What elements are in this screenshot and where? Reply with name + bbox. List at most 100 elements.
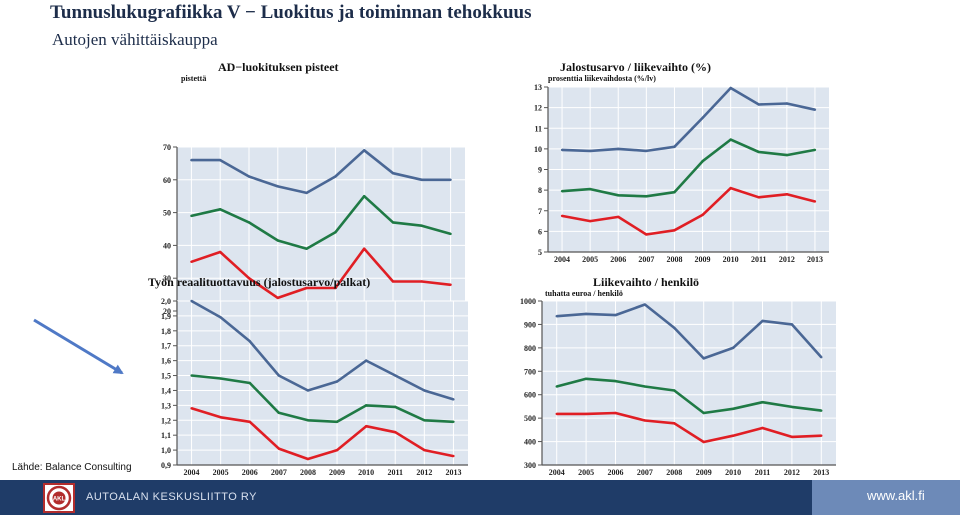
data-point-blue bbox=[247, 175, 251, 178]
data-point-green bbox=[334, 231, 337, 234]
data-point-green bbox=[335, 420, 339, 423]
data-point-blue bbox=[219, 316, 222, 319]
chart-value-added-ratio: Jalostusarvo / liikevaihto (%) prosentti… bbox=[510, 60, 840, 265]
data-point-green bbox=[420, 224, 423, 227]
data-point-red bbox=[305, 286, 308, 290]
data-point-blue bbox=[334, 175, 337, 178]
data-point-green bbox=[560, 189, 564, 193]
data-point-red bbox=[673, 229, 676, 232]
data-point-blue bbox=[645, 149, 648, 153]
data-point-blue bbox=[673, 326, 676, 330]
data-point-red bbox=[673, 422, 676, 425]
data-point-green bbox=[219, 208, 222, 211]
data-point-green bbox=[219, 377, 222, 380]
y-tick-label: 13 bbox=[534, 83, 542, 92]
data-point-green bbox=[645, 195, 648, 198]
data-point-green bbox=[729, 138, 732, 141]
data-point-green bbox=[394, 405, 397, 409]
x-tick-label: 2006 bbox=[608, 468, 624, 477]
data-point-blue bbox=[588, 149, 592, 153]
data-point-green bbox=[813, 148, 817, 152]
footer-url-link[interactable]: www.akl.fi bbox=[867, 488, 925, 503]
y-tick-label: 700 bbox=[524, 367, 536, 376]
y-tick-label: 70 bbox=[163, 143, 171, 152]
data-point-red bbox=[555, 412, 558, 416]
page-subtitle: Autojen vähittäiskauppa bbox=[52, 30, 218, 49]
y-tick-label: 1,3 bbox=[161, 401, 171, 410]
data-point-blue bbox=[335, 380, 339, 383]
data-point-green bbox=[614, 379, 617, 383]
y-tick-label: 1,6 bbox=[161, 357, 171, 366]
data-point-red bbox=[614, 411, 617, 415]
series-line-red bbox=[556, 411, 822, 444]
x-tick-label: 2008 bbox=[666, 255, 682, 264]
data-point-red bbox=[790, 435, 794, 439]
y-tick-label: 50 bbox=[163, 209, 171, 218]
data-point-blue bbox=[452, 398, 455, 401]
data-point-green bbox=[306, 419, 310, 422]
y-tick-label: 900 bbox=[524, 320, 536, 329]
data-point-green bbox=[276, 239, 279, 242]
chart-title: Liikevaihto / henkilö bbox=[593, 275, 699, 289]
y-tick-label: 1000 bbox=[520, 297, 536, 306]
data-point-red bbox=[219, 416, 222, 419]
data-point-green bbox=[673, 190, 676, 194]
series-line-blue bbox=[191, 149, 451, 195]
data-point-red bbox=[701, 213, 704, 217]
data-point-red bbox=[761, 426, 764, 430]
data-point-green bbox=[702, 411, 705, 415]
y-tick-label: 8 bbox=[538, 186, 542, 195]
y-tick-label: 1,4 bbox=[161, 386, 171, 395]
data-point-green bbox=[673, 389, 676, 392]
data-point-red bbox=[757, 196, 760, 199]
chart-title: Työn reaalituottavuus (jalostusarvo/palk… bbox=[148, 275, 370, 289]
data-point-blue bbox=[761, 319, 764, 323]
data-point-red bbox=[276, 296, 279, 300]
plot-area bbox=[542, 301, 836, 465]
chart-revenue-per-employee-svg: Liikevaihto / henkilö tuhatta euroa / he… bbox=[520, 275, 836, 477]
data-point-red bbox=[420, 280, 423, 283]
y-tick-label: 1,2 bbox=[161, 416, 171, 425]
data-point-red bbox=[588, 219, 592, 223]
x-tick-label: 2010 bbox=[358, 468, 374, 477]
x-tick-label: 2009 bbox=[695, 255, 711, 264]
data-point-blue bbox=[820, 356, 823, 359]
data-point-green bbox=[701, 160, 704, 163]
y-tick-label: 500 bbox=[524, 414, 536, 423]
plot-area bbox=[177, 147, 465, 311]
x-tick-label: 2010 bbox=[723, 255, 739, 264]
data-point-blue bbox=[673, 145, 676, 149]
y-tick-label: 5 bbox=[538, 248, 542, 257]
series-line-green bbox=[191, 374, 454, 424]
y-tick-label: 1,7 bbox=[161, 342, 171, 351]
data-point-red bbox=[190, 260, 193, 263]
data-point-green bbox=[247, 221, 251, 224]
series-line-green bbox=[561, 138, 816, 198]
data-point-blue bbox=[790, 323, 794, 326]
x-tick-label: 2005 bbox=[582, 255, 598, 264]
data-point-red bbox=[813, 200, 817, 203]
data-point-red bbox=[190, 407, 193, 410]
data-point-red bbox=[785, 193, 789, 196]
chart-title: Jalostusarvo / liikevaihto (%) bbox=[560, 60, 711, 74]
x-tick-label: 2004 bbox=[549, 468, 565, 477]
series-line-green bbox=[191, 194, 451, 250]
data-point-red bbox=[584, 412, 588, 416]
data-point-green bbox=[790, 405, 794, 409]
x-tick-label: 2004 bbox=[184, 468, 200, 477]
data-point-green bbox=[731, 407, 735, 410]
y-tick-label: 11 bbox=[534, 124, 542, 133]
data-point-green bbox=[617, 194, 620, 197]
y-tick-label: 40 bbox=[163, 241, 171, 250]
data-point-green bbox=[277, 411, 281, 415]
data-point-green bbox=[190, 214, 193, 218]
data-point-blue bbox=[555, 315, 558, 318]
data-point-blue bbox=[219, 158, 222, 162]
x-tick-label: 2012 bbox=[784, 468, 800, 477]
y-tick-label: 30 bbox=[163, 274, 171, 283]
data-point-red bbox=[247, 277, 251, 280]
data-point-blue bbox=[701, 116, 704, 120]
y-tick-label: 0,9 bbox=[161, 461, 171, 470]
x-tick-label: 2005 bbox=[578, 468, 594, 477]
data-point-green bbox=[820, 409, 823, 412]
